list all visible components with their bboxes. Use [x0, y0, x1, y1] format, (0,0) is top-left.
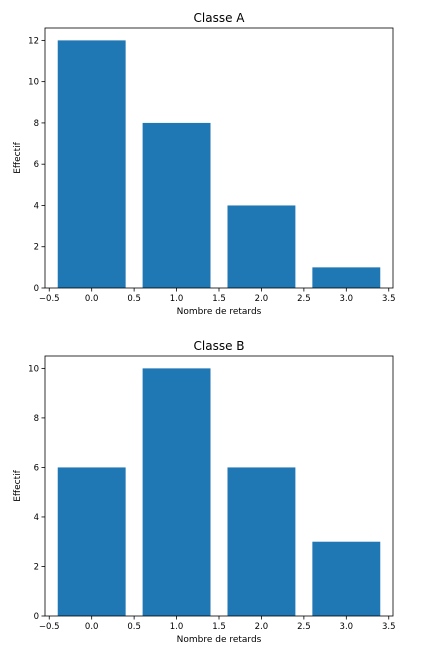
- chart-0-xtick-label-4: 1.5: [212, 294, 226, 304]
- chart-0-xlabel: Nombre de retards: [177, 307, 262, 317]
- chart-1-ytick-label-3: 6: [34, 463, 39, 473]
- chart-classe-b: −0.5 0.0 0.5 1.0 1.5 2.0 2.5 3.0 3.5 0 2 4 6 8 10 Class…: [13, 339, 396, 645]
- chart-1-xtick-label-3: 1.0: [170, 622, 184, 632]
- chart-1-bar-2: [227, 467, 296, 616]
- chart-0-xtick-label-7: 3.0: [340, 294, 354, 304]
- chart-0-xtick-label-1: 0.0: [85, 294, 99, 304]
- chart-0-ytick-label-2: 4: [34, 201, 39, 211]
- chart-1-xtick-label-2: 0.5: [127, 622, 141, 632]
- chart-classe-a: −0.5 0.0 0.5 1.0 1.5 2.0 2.5 3.0 3.5 0 2 4 6 8 10 12 Cla…: [13, 11, 396, 317]
- chart-1-bar-3: [312, 541, 381, 616]
- chart-0-xtick-label-3: 1.0: [170, 294, 184, 304]
- chart-1-ytick-label-4: 8: [34, 414, 39, 424]
- chart-1-xlabel: Nombre de retards: [177, 635, 262, 645]
- chart-0-title: Classe A: [194, 11, 246, 25]
- chart-1-xtick-label-1: 0.0: [85, 622, 99, 632]
- chart-1-bar-1: [142, 368, 211, 616]
- chart-0-xtick-label-6: 2.5: [297, 294, 311, 304]
- chart-0-xtick-label-2: 0.5: [127, 294, 141, 304]
- chart-0-ytick-label-1: 2: [34, 243, 39, 253]
- chart-1-bar-0: [57, 467, 126, 616]
- chart-1-ytick-label-0: 0: [34, 612, 39, 622]
- chart-0-ytick-label-3: 6: [34, 160, 39, 170]
- chart-0-bar-0: [57, 40, 126, 288]
- chart-1-xtick-label-0: −0.5: [39, 622, 60, 632]
- chart-0-xtick-label-0: −0.5: [39, 294, 60, 304]
- chart-1-xtick-label-8: 3.5: [382, 622, 396, 632]
- chart-1-title: Classe B: [194, 339, 245, 353]
- chart-0-bar-3: [312, 267, 381, 288]
- chart-1-xtick-label-5: 2.0: [255, 622, 269, 632]
- chart-1-ytick-label-5: 10: [28, 364, 39, 374]
- chart-0-ytick-label-0: 0: [34, 284, 39, 294]
- chart-0-xtick-label-5: 2.0: [255, 294, 269, 304]
- chart-1-ytick-label-1: 2: [34, 562, 39, 572]
- chart-0-xtick-label-8: 3.5: [382, 294, 396, 304]
- chart-0-bar-1: [142, 122, 211, 289]
- chart-1-xtick-label-4: 1.5: [212, 622, 226, 632]
- chart-0-ytick-label-5: 10: [28, 78, 39, 88]
- chart-0-ytick-label-6: 12: [28, 36, 39, 46]
- chart-1-ytick-label-2: 4: [34, 513, 39, 523]
- chart-0-bar-2: [227, 205, 296, 288]
- chart-1-xtick-label-7: 3.0: [340, 622, 354, 632]
- chart-1-xtick-label-6: 2.5: [297, 622, 311, 632]
- chart-1-ylabel: Effectif: [13, 469, 23, 501]
- chart-0-ytick-label-4: 8: [34, 119, 39, 129]
- chart-0-ylabel: Effectif: [13, 141, 23, 173]
